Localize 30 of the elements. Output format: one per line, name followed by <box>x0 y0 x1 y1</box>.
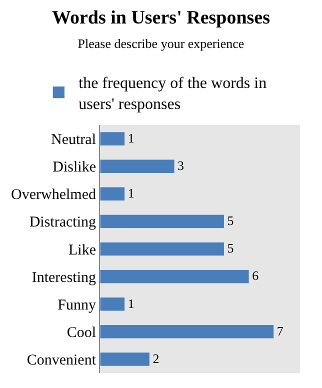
bar <box>100 296 126 312</box>
data-label: 5 <box>227 213 234 228</box>
bar <box>100 352 150 366</box>
data-label: 3 <box>178 158 184 173</box>
bar <box>100 324 274 339</box>
y-tick-label: Overwhelmed <box>11 187 96 204</box>
legend-label: the frequency of the words in users' responses <box>78 75 267 113</box>
data-label: 5 <box>227 240 234 256</box>
data-label: 2 <box>152 350 160 366</box>
y-tick-label: Neutral <box>51 132 96 148</box>
y-tick-label: Convenient <box>26 352 97 368</box>
y-tick-label: Funny <box>58 297 96 314</box>
y-tick-label: Interesting <box>32 270 96 286</box>
bar <box>100 186 126 202</box>
bar <box>100 269 250 284</box>
y-tick-label: Dislike <box>52 160 96 176</box>
y-tick-label: Cool <box>66 324 96 341</box>
chart-subtitle: Please describe your experience <box>78 36 244 51</box>
bar <box>100 159 175 174</box>
y-tick-label: Distracting <box>29 214 96 231</box>
bar <box>100 214 224 229</box>
data-label: 6 <box>252 268 260 284</box>
bar <box>100 242 224 256</box>
chart-title: Words in Users' Responses <box>52 7 270 28</box>
data-label: 1 <box>128 130 134 146</box>
data-label: 7 <box>276 323 284 338</box>
data-label: 1 <box>128 186 134 201</box>
data-label: 1 <box>128 296 134 311</box>
y-tick-label: Like <box>68 242 96 258</box>
bar <box>100 132 126 146</box>
